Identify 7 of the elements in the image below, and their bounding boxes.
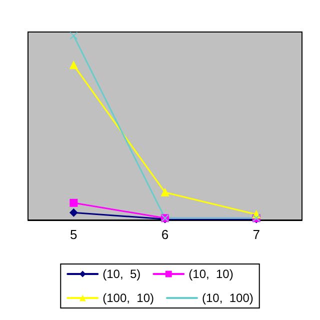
x-tick-label: 7: [252, 227, 260, 242]
x-tick-label: 5: [70, 227, 78, 242]
x-tick-label: 6: [161, 227, 169, 242]
legend-label: (10, 5): [102, 267, 141, 281]
legend-label: (10, 10): [188, 267, 234, 281]
legend-label: (10, 100): [202, 291, 254, 305]
legend-label: (100, 10): [102, 291, 154, 305]
